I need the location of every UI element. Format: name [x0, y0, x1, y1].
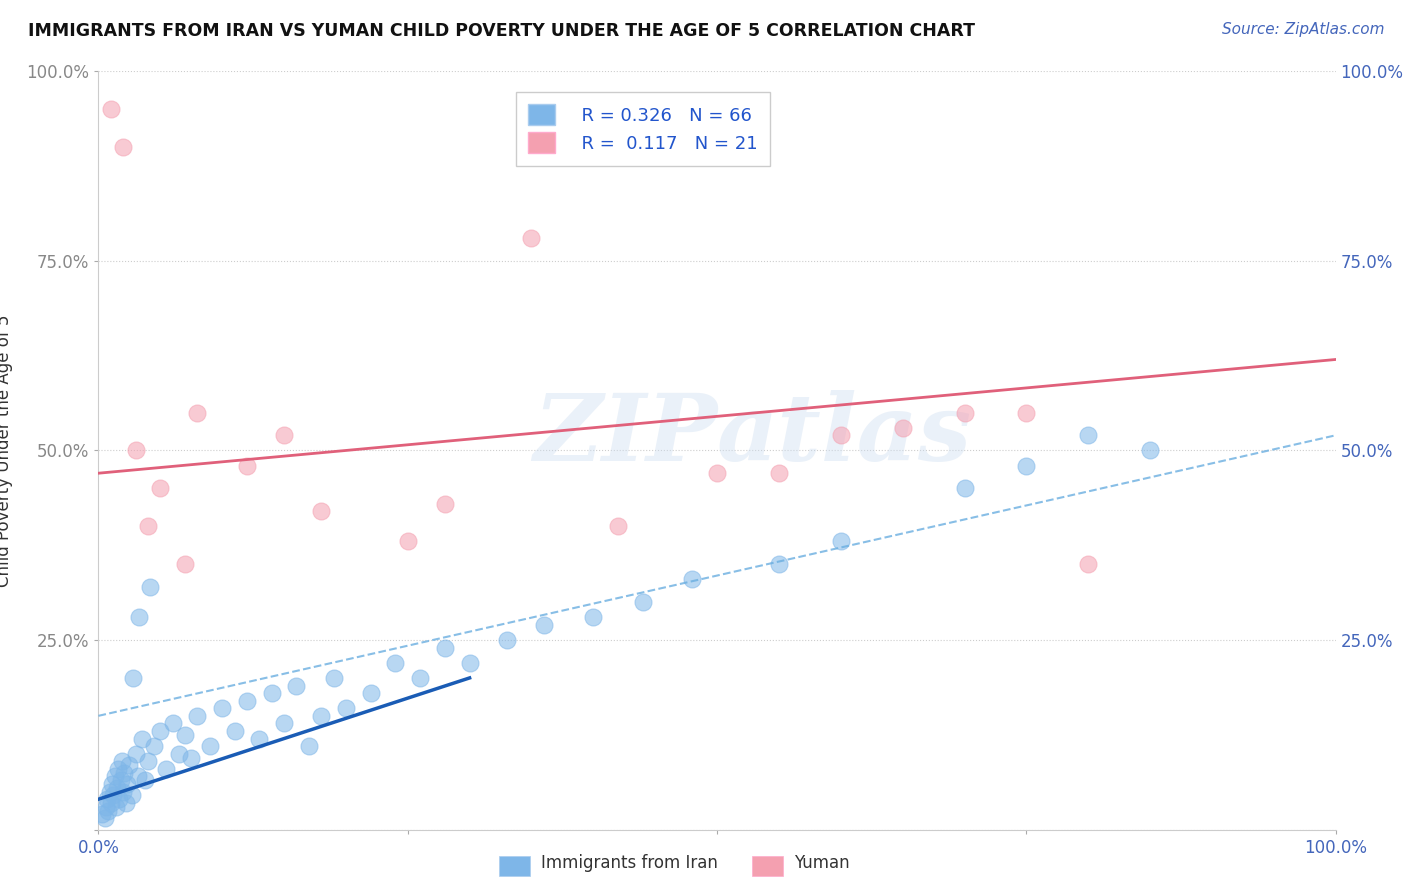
- Point: [309, 504, 332, 518]
- Point: [236, 694, 259, 708]
- Point: [112, 140, 135, 154]
- Point: [298, 739, 321, 753]
- Point: [273, 428, 295, 442]
- Point: [335, 701, 357, 715]
- Text: IMMIGRANTS FROM IRAN VS YUMAN CHILD POVERTY UNDER THE AGE OF 5 CORRELATION CHART: IMMIGRANTS FROM IRAN VS YUMAN CHILD POVE…: [28, 22, 976, 40]
- Point: [149, 724, 172, 739]
- Point: [91, 807, 114, 822]
- Point: [167, 747, 190, 761]
- Point: [198, 739, 221, 753]
- Point: [107, 762, 129, 776]
- Point: [433, 496, 456, 510]
- Point: [136, 519, 159, 533]
- Text: ZIP: ZIP: [533, 391, 717, 480]
- Point: [768, 557, 790, 572]
- Point: [97, 804, 120, 818]
- Point: [96, 792, 118, 806]
- Point: [433, 640, 456, 655]
- Point: [1015, 405, 1038, 420]
- Point: [131, 731, 153, 746]
- Point: [174, 557, 197, 572]
- Point: [309, 708, 332, 723]
- Point: [149, 482, 172, 496]
- Point: [830, 534, 852, 549]
- Point: [103, 789, 125, 803]
- Point: [114, 796, 136, 810]
- Point: [127, 769, 149, 784]
- Point: [384, 656, 406, 670]
- Point: [104, 800, 127, 814]
- Point: [128, 610, 150, 624]
- Point: [1015, 458, 1038, 473]
- Point: [768, 466, 790, 480]
- Point: [495, 633, 517, 648]
- Point: [118, 758, 141, 772]
- Point: [681, 573, 703, 587]
- Point: [174, 728, 197, 742]
- Point: [110, 773, 132, 788]
- Point: [211, 701, 233, 715]
- Point: [520, 231, 543, 245]
- Point: [112, 765, 135, 780]
- Point: [1139, 443, 1161, 458]
- Point: [953, 405, 976, 420]
- Legend:   R = 0.326   N = 66,   R =  0.117   N = 21: R = 0.326 N = 66, R = 0.117 N = 21: [516, 92, 770, 166]
- Point: [112, 785, 135, 799]
- Point: [103, 769, 125, 784]
- Point: [180, 750, 202, 764]
- Point: [273, 716, 295, 731]
- Point: [236, 458, 259, 473]
- Point: [100, 102, 122, 116]
- Point: [105, 780, 128, 795]
- Text: Source: ZipAtlas.com: Source: ZipAtlas.com: [1222, 22, 1385, 37]
- Point: [396, 534, 419, 549]
- Point: [706, 466, 728, 480]
- Point: [143, 739, 166, 753]
- Point: [93, 811, 115, 825]
- Point: [162, 716, 184, 731]
- Point: [224, 724, 246, 739]
- Point: [891, 421, 914, 435]
- Point: [111, 755, 134, 769]
- Point: [124, 747, 146, 761]
- Point: [607, 519, 630, 533]
- Point: [830, 428, 852, 442]
- Point: [953, 482, 976, 496]
- Point: [124, 443, 146, 458]
- Point: [260, 686, 283, 700]
- Point: [1077, 557, 1099, 572]
- Point: [121, 789, 143, 803]
- Point: [533, 617, 555, 632]
- Point: [134, 773, 156, 788]
- Point: [186, 708, 208, 723]
- Point: [139, 580, 162, 594]
- Text: Immigrants from Iran: Immigrants from Iran: [541, 855, 718, 872]
- Point: [100, 796, 122, 810]
- Point: [631, 595, 654, 609]
- Point: [136, 755, 159, 769]
- Point: [582, 610, 605, 624]
- Text: Yuman: Yuman: [794, 855, 851, 872]
- Y-axis label: Child Poverty Under the Age of 5: Child Poverty Under the Age of 5: [0, 314, 13, 587]
- Point: [108, 792, 131, 806]
- Point: [285, 678, 308, 692]
- Point: [101, 777, 124, 791]
- Point: [247, 731, 270, 746]
- Point: [1077, 428, 1099, 442]
- Point: [409, 671, 432, 685]
- Point: [122, 671, 145, 685]
- Point: [186, 405, 208, 420]
- Point: [360, 686, 382, 700]
- Text: atlas: atlas: [717, 391, 973, 480]
- Point: [155, 762, 177, 776]
- Point: [115, 777, 138, 791]
- Point: [94, 800, 117, 814]
- Point: [322, 671, 344, 685]
- Point: [458, 656, 481, 670]
- Point: [98, 785, 121, 799]
